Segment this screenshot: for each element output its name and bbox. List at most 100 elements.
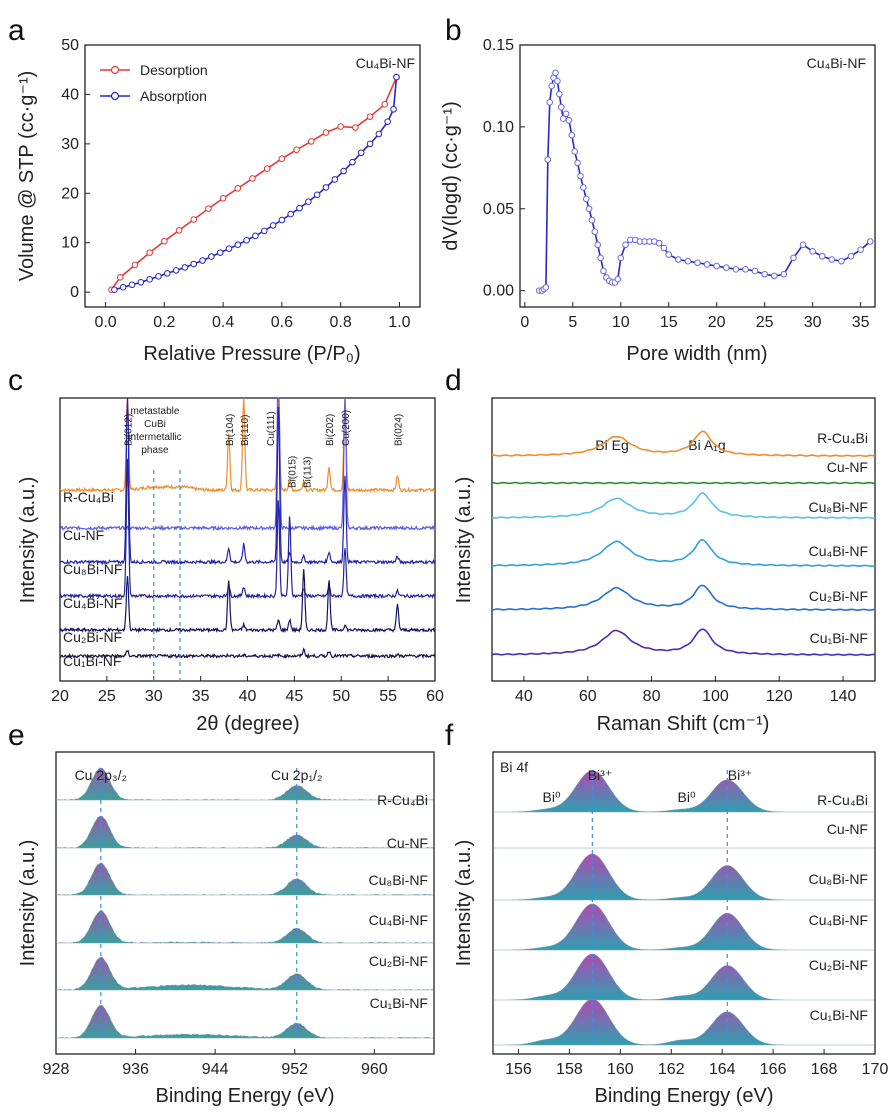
data-point-absorption: [349, 158, 356, 166]
data-point-desorption: [146, 249, 153, 256]
xps-bi-series-label: Cu₂Bi-NF: [809, 957, 868, 973]
data-point-absorption: [119, 283, 127, 291]
panel-b-xtick-label: 0: [520, 314, 529, 331]
panel-c-xtick-label: 30: [145, 688, 163, 705]
data-point-pore: [594, 241, 602, 249]
panel-f-frame: [492, 751, 876, 1055]
xps-cu-series-label: Cu₄Bi-NF: [369, 912, 428, 928]
xrd-trace: [59, 647, 436, 660]
data-point-pore: [655, 239, 663, 247]
data-point-pore: [591, 228, 599, 235]
panel-a-annotation: Cu₄Bi-NF: [356, 55, 415, 71]
xrd-trace: [59, 569, 436, 634]
svg-text:phase: phase: [141, 445, 169, 456]
data-point-desorption: [337, 123, 344, 130]
data-point-absorption: [234, 241, 242, 249]
data-point-desorption: [293, 146, 300, 154]
data-point-pore: [790, 254, 797, 262]
data-point-absorption: [252, 232, 259, 240]
svg-text:CuBi: CuBi: [144, 419, 166, 430]
data-point-desorption: [205, 205, 212, 212]
panel-e-frame: [55, 751, 435, 1055]
xrd-trace: [59, 397, 436, 494]
panel-b-xlabel: Pore width (nm): [626, 343, 767, 365]
data-point-absorption: [322, 184, 330, 191]
xps-cu-fill: [56, 910, 434, 944]
raman-trace: [491, 538, 876, 568]
panel-a-ytick-label: 50: [61, 37, 79, 54]
panel-c-xtick-label: 45: [285, 688, 303, 705]
data-point-pore: [544, 156, 552, 163]
panel-c-xtick-label: 35: [192, 688, 210, 705]
xrd-peak-label: Bi(110): [240, 415, 251, 447]
data-point-absorption: [375, 130, 383, 138]
series-line-absorption: [114, 77, 398, 291]
panel-c-xtick-label: 50: [332, 688, 350, 705]
data-point-pore: [542, 284, 550, 291]
panel-d-ylabel: Intensity (a.u.): [453, 477, 475, 604]
xps-cu-series-label: Cu₈Bi-NF: [369, 872, 428, 888]
panel-a-xtick-label: 0.6: [271, 314, 293, 331]
xps-bi-peak-label: Bi³⁺: [728, 767, 753, 783]
panel-b-xtick-label: 10: [612, 314, 630, 331]
legend-desorption: Desorption: [140, 62, 208, 78]
data-point-desorption: [190, 216, 198, 223]
xps-cu-series-label: Cu-NF: [387, 835, 428, 851]
data-point-desorption: [249, 175, 256, 182]
data-point-pore: [866, 238, 874, 245]
panel-e-xtick-label: 928: [43, 1061, 70, 1078]
svg-text:intermetallic: intermetallic: [128, 432, 181, 443]
panel-e-xlabel: Binding Energy (eV): [156, 1085, 335, 1107]
xps-bi-series-label: Cu₁Bi-NF: [810, 1007, 868, 1023]
xps-bi-series-label: Cu-NF: [827, 821, 868, 837]
data-point-absorption: [155, 273, 162, 280]
xps-cu-series-label: Cu₁Bi-NF: [370, 995, 428, 1011]
xrd-trace: [59, 397, 436, 532]
panel-a-xtick-label: 0.2: [153, 314, 175, 331]
xrd-trace: [59, 397, 436, 566]
panel-e-ylabel: Intensity (a.u.): [17, 840, 39, 967]
svg-text:metastable: metastable: [131, 406, 180, 417]
data-point-pore: [556, 90, 563, 98]
xps-bi-fill: [493, 853, 874, 901]
xps-bi-peak-label: Bi³⁺: [588, 767, 613, 783]
panel-a-ytick-label: 30: [61, 136, 79, 153]
data-point-absorption: [260, 227, 268, 235]
panel-a-ytick-label: 40: [61, 86, 79, 103]
panel-b-annotation: Cu₄Bi-NF: [807, 55, 866, 71]
panel-a-xlabel: Relative Pressure (P/P₀): [143, 343, 360, 365]
data-point-pore: [546, 99, 554, 106]
data-point-pore: [660, 244, 668, 252]
xps-bi-series-label: Cu₈Bi-NF: [809, 871, 868, 887]
data-point-pore: [597, 254, 604, 262]
data-point-pore: [742, 266, 749, 273]
data-point-desorption: [131, 261, 139, 269]
xrd-trace: [59, 458, 436, 600]
panel-b-frame: [519, 44, 876, 308]
data-point-pore: [780, 270, 788, 278]
panel-c-xtick-label: 20: [51, 688, 69, 705]
raman-series-label: R-Cu₄Bi: [817, 430, 868, 446]
panel-d-xtick-label: 120: [766, 688, 793, 705]
data-point-pore: [713, 262, 720, 270]
panel-c-ylabel: Intensity (a.u.): [17, 477, 39, 604]
panel-label-e: e: [8, 719, 25, 752]
data-point-pore: [588, 216, 596, 224]
raman-trace: [491, 584, 876, 612]
xps-bi-peak-label: Bi⁰: [678, 789, 696, 805]
panel-label-d: d: [445, 364, 462, 397]
data-point-desorption: [234, 185, 242, 192]
data-point-desorption: [366, 113, 374, 120]
panel-b-ytick-label: 0.10: [483, 119, 514, 136]
data-point-absorption: [190, 260, 198, 268]
chart-marks: 0.0 0.2 0.4 0.6 0.8 1.0 0 10 20 30 40 50 0 5 10 15 20 25 3…: [43, 37, 889, 1078]
raman-peak-label-eg: Bi Eg: [595, 437, 628, 453]
data-point-absorption: [225, 245, 233, 252]
raman-trace: [491, 481, 876, 485]
data-point-absorption: [313, 191, 321, 199]
data-point-desorption: [161, 237, 168, 245]
panel-label-b: b: [445, 14, 462, 47]
panel-b-xtick-label: 30: [804, 314, 822, 331]
raman-series-label: Cu₂Bi-NF: [809, 588, 868, 604]
